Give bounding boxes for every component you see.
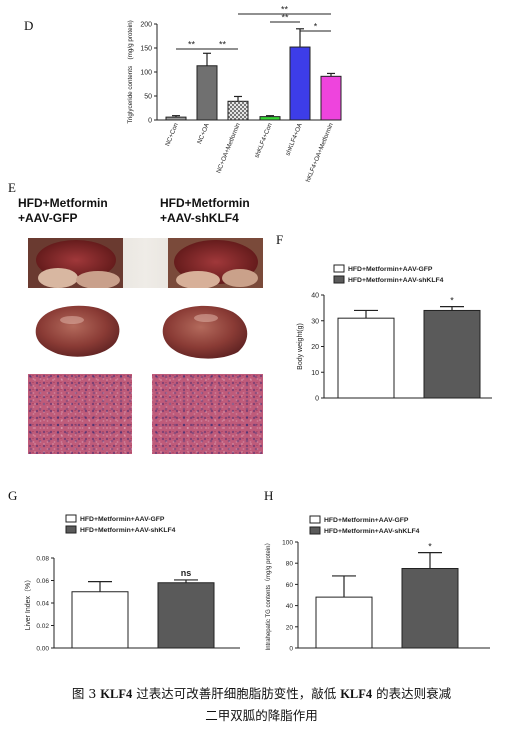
x-tick-label: NC+Con	[164, 122, 180, 148]
y-tick-label: 200	[140, 22, 152, 29]
significance-label: *	[314, 22, 318, 32]
significance-label: *	[450, 296, 454, 306]
legend-swatch	[309, 515, 321, 524]
legend-label: HFD+Metformin+AAV-shKLF4	[348, 277, 444, 284]
panel-e-right-title: HFD+Metformin +AAV-shKLF4	[160, 196, 250, 225]
chart-h-intrahepatic-tg: 0 20 40 60 80 100 Intrahepatic TG contents（mg/…	[265, 515, 490, 653]
caption-line-1: 图 3 KLF4 过表达可改善肝细胞脂肪变性，敲低 KLF4 的表达则衰减	[0, 683, 523, 705]
panel-e-left-title: HFD+Metformin +AAV-GFP	[18, 196, 108, 225]
x-tick-label: NC+OA+Metformin	[215, 122, 242, 175]
excised-liver-photos	[28, 298, 263, 364]
he-staining-image	[28, 374, 263, 454]
y-tick-label: 150	[140, 46, 152, 53]
legend-swatch	[309, 526, 321, 535]
bar	[315, 596, 373, 649]
y-tick-label: 20	[286, 624, 294, 631]
legend-label: HFD+Metformin+AAV-GFP	[348, 266, 433, 273]
legend-label: HFD+Metformin+AAV-shKLF4	[324, 528, 420, 535]
bar	[196, 65, 218, 121]
x-tick-label: shKLF4+OA	[284, 121, 304, 156]
y-axis-label: Body weight(g)	[297, 323, 304, 370]
significance-label: **	[281, 5, 289, 15]
bar	[320, 75, 342, 121]
significance-label: **	[281, 13, 289, 23]
y-tick-label: 0.06	[36, 578, 49, 585]
chart-g-liver-index: 0.00 0.02 0.04 0.06 0.08 Liver Index（%） HFD+Me…	[24, 514, 240, 653]
y-tick-label: 0	[315, 396, 319, 403]
bar	[423, 309, 481, 399]
panel-letter-d: D	[24, 18, 34, 33]
y-tick-label: 50	[144, 94, 152, 101]
chart-f-body-weight: 0 10 20 30 40 Body weight(g) HFD+Metformin+AAV…	[297, 264, 492, 403]
significance-label: *	[428, 542, 432, 552]
caption-line-2: 二甲双胍的降脂作用	[205, 708, 318, 723]
panel-letter-e: E	[8, 180, 16, 195]
y-tick-label: 10	[311, 370, 319, 377]
y-tick-label: 0	[289, 646, 293, 653]
significance-label: **	[188, 40, 196, 50]
y-tick-label: 40	[286, 603, 294, 610]
bar	[165, 116, 187, 121]
legend-swatch	[333, 264, 345, 273]
panel-letter-f: F	[276, 232, 284, 247]
bar	[289, 46, 311, 121]
liver-in-situ-photos	[28, 238, 263, 288]
y-tick-label: 0.04	[36, 601, 49, 608]
he-staining-micrographs	[28, 374, 263, 454]
y-tick-label: 0.00	[36, 646, 49, 653]
y-tick-label: 0.08	[36, 556, 49, 563]
caption-suffix: 的表达则衰减	[372, 686, 452, 701]
y-tick-label: 0	[148, 118, 152, 125]
legend-label: HFD+Metformin+AAV-shKLF4	[80, 527, 176, 534]
y-tick-label: 30	[311, 318, 319, 325]
panel-letter-g: G	[8, 488, 18, 503]
bar	[71, 591, 129, 649]
caption-prefix: 图 3	[71, 686, 101, 701]
y-tick-label: 0.02	[36, 623, 49, 630]
y-axis-label: Intrahepatic TG contents（mg/g protein）	[265, 540, 272, 651]
legend-swatch	[65, 525, 77, 534]
caption-mid: 过表达可改善肝细胞脂肪变性，敲低	[132, 686, 341, 701]
legend-label: HFD+Metformin+AAV-GFP	[80, 516, 165, 523]
x-tick-label: shKLF4+Con	[254, 122, 275, 159]
y-tick-label: 100	[140, 70, 152, 77]
excised-liver-image	[28, 298, 263, 364]
legend-label: HFD+Metformin+AAV-GFP	[324, 517, 409, 524]
significance-label: ns	[181, 568, 192, 578]
bar	[227, 100, 249, 121]
x-tick-label: shKLF4+OA+Metformin	[304, 122, 335, 182]
panel-letter-h: H	[264, 488, 274, 503]
y-axis-label: Triglyceride contents (mg/g protein)	[127, 20, 134, 123]
y-axis-label: Liver Index（%）	[24, 576, 32, 630]
y-tick-label: 80	[286, 561, 294, 568]
liver-in-situ-image	[28, 238, 263, 288]
bar	[157, 582, 215, 649]
figure-caption: 图 3 KLF4 过表达可改善肝细胞脂肪变性，敲低 KLF4 的表达则衰减 二甲…	[0, 683, 523, 726]
bar	[401, 568, 459, 649]
chart-d-triglyceride: 0 50 100 150 200 Triglyceride contents (mg/g …	[127, 5, 342, 182]
x-tick-label: NC+OA	[196, 121, 211, 145]
caption-gene-2: KLF4	[340, 687, 373, 701]
y-tick-label: 100	[282, 540, 293, 547]
y-tick-label: 20	[311, 344, 319, 351]
bar	[259, 116, 281, 121]
caption-gene-1: KLF4	[100, 687, 133, 701]
legend-swatch	[65, 514, 77, 523]
legend-swatch	[333, 275, 345, 284]
significance-label: **	[219, 40, 227, 50]
bar	[337, 317, 395, 399]
y-tick-label: 60	[286, 582, 294, 589]
y-tick-label: 40	[311, 293, 319, 300]
